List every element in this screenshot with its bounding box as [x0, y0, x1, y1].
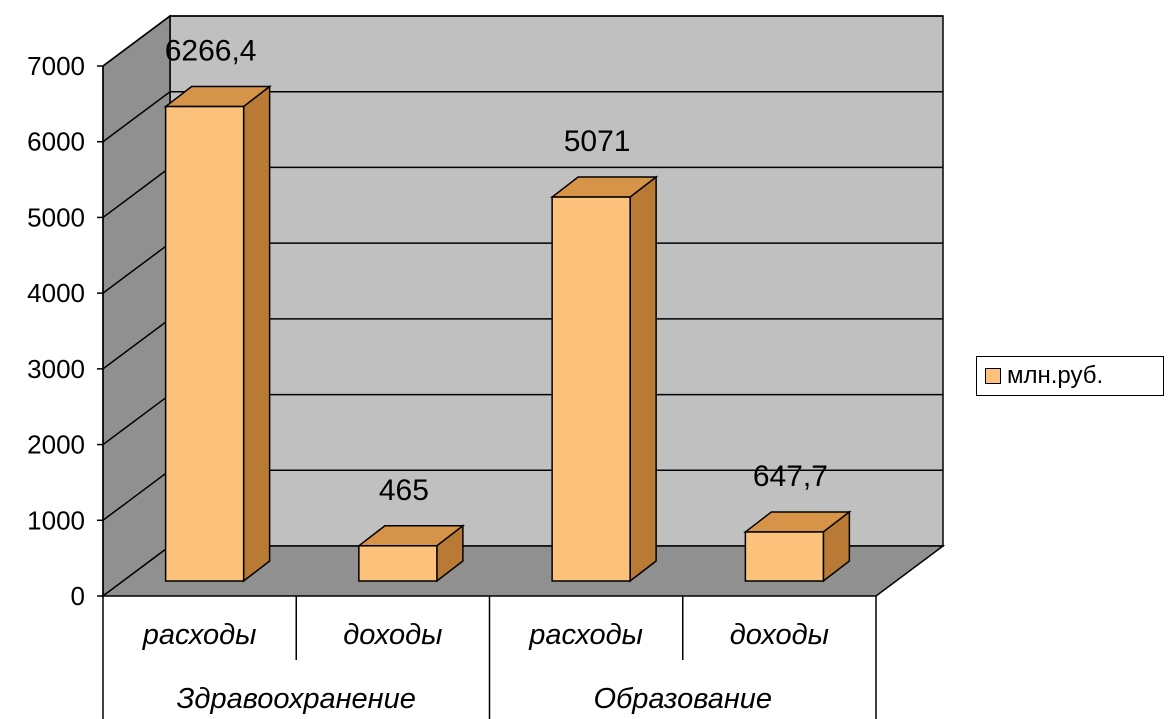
floor [100, 545, 946, 597]
bar-side [629, 175, 657, 583]
y-tick-label: 5000 [27, 202, 85, 232]
y-tick-label: 1000 [27, 505, 85, 535]
x-category-label: доходы [730, 619, 829, 651]
bar [549, 175, 659, 583]
y-tick-label: 0 [71, 581, 85, 611]
x-category-label: расходы [142, 619, 257, 651]
bar-front [358, 545, 438, 582]
y-tick-label: 7000 [27, 51, 85, 81]
x-category-label: доходы [343, 619, 442, 651]
bar-front [744, 531, 825, 582]
gridline [102, 15, 943, 67]
x-group-label: Образование [593, 683, 772, 715]
bar [163, 85, 272, 583]
x-group-label: Здравоохранение [177, 683, 416, 715]
data-label: 5071 [564, 125, 631, 158]
y-tick-label: 6000 [27, 127, 85, 157]
data-labels: 6266,4 465 5071 647,7 [165, 35, 828, 507]
y-tick-label: 4000 [27, 278, 85, 308]
bar [743, 510, 852, 583]
y-tick-label: 3000 [27, 354, 85, 384]
x-category-label: расходы [528, 619, 643, 651]
legend-entry: млн.руб. [1007, 362, 1104, 389]
data-label: 647,7 [753, 460, 828, 493]
gridline [102, 90, 943, 143]
x-axis-labels: расходы доходы расходы доходы Здравоохранени… [102, 596, 877, 719]
y-tick-label: 2000 [27, 430, 85, 460]
data-label: 6266,4 [165, 35, 257, 68]
bar-side [242, 85, 271, 583]
bars [163, 85, 852, 583]
data-label: 465 [379, 474, 429, 507]
legend-swatch [985, 368, 1001, 384]
bar-front [164, 105, 245, 582]
axes: 0 1000 2000 3000 4000 5000 6000 7000 [27, 51, 104, 611]
legend: млн.руб. [976, 356, 1164, 396]
side-wall [102, 14, 171, 598]
bar-front [551, 196, 631, 582]
bar [356, 524, 466, 583]
